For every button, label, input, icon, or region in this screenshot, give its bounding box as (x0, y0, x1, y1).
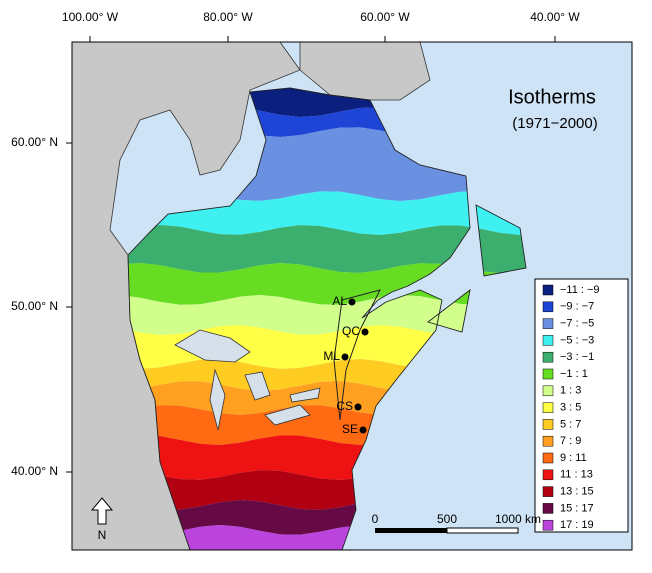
legend-label: −1 : 1 (560, 368, 588, 380)
station-dot (361, 328, 369, 336)
north-arrow (90, 497, 114, 525)
lat-label: 50.00° N (11, 299, 58, 313)
station-label: AL (332, 294, 347, 308)
legend-label: 11 : 13 (560, 469, 593, 481)
legend-swatch (542, 318, 554, 329)
map-subtitle: (1971−2000) (512, 115, 598, 132)
lon-label: 60.00° W (360, 10, 410, 24)
legend-swatch (542, 486, 554, 497)
lon-label: 40.00° W (530, 10, 580, 24)
legend-label: −9 : −7 (560, 301, 594, 313)
north-label: N (98, 528, 107, 542)
station-label: ML (323, 349, 340, 363)
legend-label: 13 : 15 (560, 486, 594, 498)
legend-label: 3 : 5 (560, 402, 581, 414)
scale-label: 500 (437, 512, 457, 526)
legend-label: 17 : 19 (560, 519, 594, 531)
land (299, 42, 431, 101)
legend-swatch (542, 351, 554, 363)
map-body (72, 42, 632, 550)
scale-segment (375, 528, 447, 533)
station-dot (348, 298, 356, 306)
legend-label: −3 : −1 (560, 351, 594, 363)
legend-swatch (542, 301, 554, 313)
legend-label: 9 : 11 (560, 452, 587, 464)
legend-swatch (542, 469, 554, 481)
station-label: QC (342, 324, 360, 338)
legend-swatch (542, 368, 554, 380)
legend-label: −7 : −5 (560, 318, 594, 330)
lon-label: 100.00° W (62, 10, 119, 24)
frame (71, 41, 633, 551)
legend-swatch (542, 519, 554, 531)
legend-swatch (542, 385, 554, 397)
legend-swatch (542, 419, 554, 430)
isotherm-band (128, 225, 526, 273)
lat-label: 40.00° N (11, 464, 58, 478)
legend-swatch (542, 402, 554, 413)
legend-swatch (542, 435, 554, 447)
scale-segment (446, 527, 519, 534)
region-outline (127, 87, 527, 550)
scale-label: 1000 km (495, 512, 541, 526)
map-title: Isotherms (508, 86, 596, 108)
station-dot (341, 353, 349, 361)
scale-bar: 0 500 1000 km (372, 512, 541, 534)
great-lakes (174, 329, 321, 431)
legend-label: −5 : −3 (560, 334, 594, 346)
lat-label: 60.00° N (11, 135, 58, 149)
legend-label: 15 : 17 (560, 502, 594, 514)
station-label: CS (336, 399, 353, 413)
legend-label: 5 : 7 (560, 418, 581, 430)
axes: 100.00° W 80.00° W 60.00° W 40.00° W 60.00° … (11, 10, 580, 478)
legend-swatch (542, 452, 554, 464)
scale-label: 0 (372, 512, 379, 526)
station-dot (354, 403, 362, 411)
station-dot (359, 426, 367, 434)
legend-label: −11 : −9 (560, 284, 600, 296)
legend-label: 7 : 9 (560, 435, 581, 447)
lon-label: 80.00° W (203, 10, 253, 24)
legend-swatch (542, 503, 554, 514)
legend-swatch (542, 284, 554, 296)
river (333, 289, 381, 421)
legend-label: 1 : 3 (560, 385, 581, 397)
legend-swatch (542, 335, 554, 346)
station-label: SE (342, 422, 358, 436)
legend: −11 : −9 −9 : −7 −7 : −5 −5 : −3 −3 : −1 −1 :… (542, 284, 600, 531)
